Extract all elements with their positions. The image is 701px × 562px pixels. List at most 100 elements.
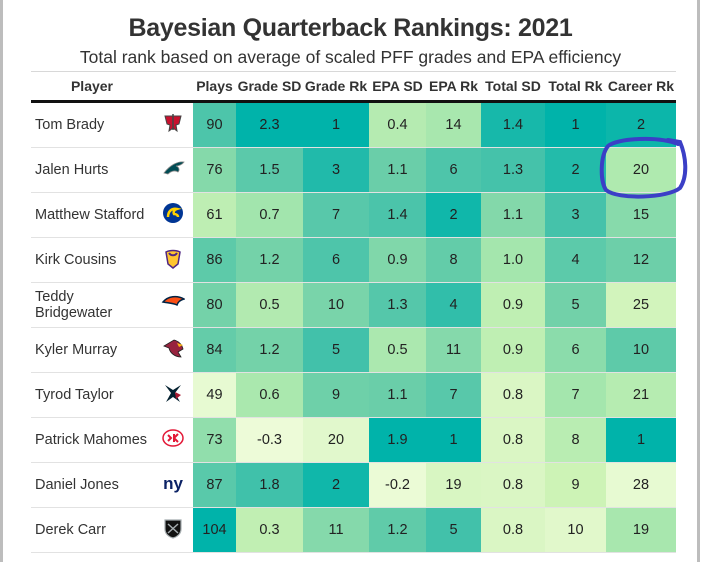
column-header-plays: Plays [193, 72, 236, 103]
cell-epa-rk: 8 [426, 237, 481, 283]
cell-grade-rk: 5 [303, 327, 369, 373]
svg-text:ny: ny [163, 474, 183, 493]
column-header-player: Player [31, 72, 153, 103]
cell-epa-sd: 1.2 [369, 507, 426, 553]
team-logo-cell [153, 372, 193, 418]
cell-epa-rk: 1 [426, 417, 481, 463]
cell-plays: 84 [193, 327, 236, 373]
player-name: Teddy Bridgewater [31, 282, 153, 328]
cell-total-sd: 0.8 [481, 417, 545, 463]
rankings-table: Player Plays Grade SD Grade Rk EPA SD EPA Rk T… [31, 72, 676, 553]
column-header-logo [153, 72, 193, 103]
cell-total-rk: 8 [545, 417, 606, 463]
cell-total-rk: 5 [545, 282, 606, 328]
chiefs-logo-icon [162, 429, 184, 447]
cell-career-rk: 1 [606, 417, 676, 463]
cell-total-rk: 9 [545, 462, 606, 508]
window-border-right [697, 0, 700, 562]
cell-epa-sd: 1.3 [369, 282, 426, 328]
cell-epa-rk: 2 [426, 192, 481, 238]
cell-grade-sd: 1.5 [236, 147, 303, 193]
cell-total-sd: 1.3 [481, 147, 545, 193]
cell-career-rk: 19 [606, 507, 676, 553]
cell-total-rk: 2 [545, 147, 606, 193]
table-row: Teddy Bridgewater 80 0.5 10 1.3 4 0.9 5 25 [31, 282, 676, 328]
chart-title: Bayesian Quarterback Rankings: 2021 [128, 14, 573, 42]
cell-total-sd: 1.4 [481, 101, 545, 148]
cell-epa-rk: 11 [426, 327, 481, 373]
team-logo-cell [153, 507, 193, 553]
cell-total-sd: 0.8 [481, 372, 545, 418]
cell-total-sd: 0.8 [481, 462, 545, 508]
cell-total-sd: 1.0 [481, 237, 545, 283]
cell-plays: 73 [193, 417, 236, 463]
table-row: Kyler Murray 84 1.2 5 0.5 11 0.9 6 10 [31, 327, 676, 373]
header-row: Player Plays Grade SD Grade Rk EPA SD EPA Rk T… [31, 72, 676, 103]
texans-logo-icon [165, 385, 181, 402]
cell-grade-rk: 7 [303, 192, 369, 238]
cell-grade-sd: 0.3 [236, 507, 303, 553]
column-header-grade-rk: Grade Rk [303, 72, 369, 103]
cell-grade-rk: 1 [303, 101, 369, 148]
cell-grade-rk: 20 [303, 417, 369, 463]
table-row: Patrick Mahomes 73 -0.3 20 1.9 1 0.8 8 1 [31, 417, 676, 463]
player-name: Kyler Murray [31, 327, 153, 373]
team-logo-cell [153, 282, 193, 328]
cell-total-rk: 10 [545, 507, 606, 553]
player-name: Patrick Mahomes [31, 417, 153, 463]
cell-epa-sd: -0.2 [369, 462, 426, 508]
cell-epa-sd: 0.9 [369, 237, 426, 283]
column-header-career-rk: Career Rk [606, 72, 676, 103]
player-name: Tom Brady [31, 101, 153, 148]
team-logo-cell [153, 147, 193, 193]
eagles-logo-icon [163, 161, 185, 175]
raiders-logo-icon [164, 519, 182, 539]
cell-grade-sd: 1.2 [236, 327, 303, 373]
cell-plays: 87 [193, 462, 236, 508]
player-name: Tyrod Taylor [31, 372, 153, 418]
table-row: Jalen Hurts 76 1.5 3 1.1 6 1.3 2 20 [31, 147, 676, 193]
cell-epa-sd: 1.4 [369, 192, 426, 238]
column-header-epa-sd: EPA SD [369, 72, 426, 103]
cell-total-sd: 0.8 [481, 507, 545, 553]
cell-plays: 104 [193, 507, 236, 553]
cell-plays: 90 [193, 101, 236, 148]
cell-grade-rk: 11 [303, 507, 369, 553]
cell-grade-sd: 0.6 [236, 372, 303, 418]
cell-grade-rk: 3 [303, 147, 369, 193]
table-row: Matthew Stafford 61 0.7 7 1.4 2 1.1 3 15 [31, 192, 676, 238]
cell-epa-sd: 0.4 [369, 101, 426, 148]
team-logo-cell [153, 237, 193, 283]
cell-epa-sd: 0.5 [369, 327, 426, 373]
cell-career-rk: 25 [606, 282, 676, 328]
giants-logo-icon: ny [163, 474, 183, 493]
cell-total-rk: 4 [545, 237, 606, 283]
cell-total-sd: 0.9 [481, 282, 545, 328]
team-logo-cell [153, 327, 193, 373]
table-row: Tyrod Taylor 49 0.6 9 1.1 7 0.8 7 21 [31, 372, 676, 418]
table-row: Kirk Cousins 86 1.2 6 0.9 8 1.0 4 12 [31, 237, 676, 283]
cell-career-rk: 28 [606, 462, 676, 508]
cell-epa-rk: 14 [426, 101, 481, 148]
cell-grade-rk: 2 [303, 462, 369, 508]
cell-grade-rk: 10 [303, 282, 369, 328]
cell-total-rk: 3 [545, 192, 606, 238]
table-row: Derek Carr 104 0.3 11 1.2 5 0.8 10 19 [31, 507, 676, 553]
cell-grade-sd: 1.8 [236, 462, 303, 508]
cell-total-rk: 1 [545, 101, 606, 148]
cell-epa-sd: 1.1 [369, 372, 426, 418]
cell-plays: 49 [193, 372, 236, 418]
player-name: Kirk Cousins [31, 237, 153, 283]
divider [31, 71, 676, 72]
buccaneers-logo-icon [164, 114, 182, 133]
cell-epa-rk: 19 [426, 462, 481, 508]
team-logo-cell [153, 192, 193, 238]
cell-career-rk: 12 [606, 237, 676, 283]
cell-career-rk: 10 [606, 327, 676, 373]
player-name: Matthew Stafford [31, 192, 153, 238]
cell-epa-rk: 4 [426, 282, 481, 328]
column-header-total-rk: Total Rk [545, 72, 606, 103]
team-logo-cell [153, 101, 193, 148]
cell-grade-rk: 9 [303, 372, 369, 418]
window-border-left [0, 0, 3, 562]
